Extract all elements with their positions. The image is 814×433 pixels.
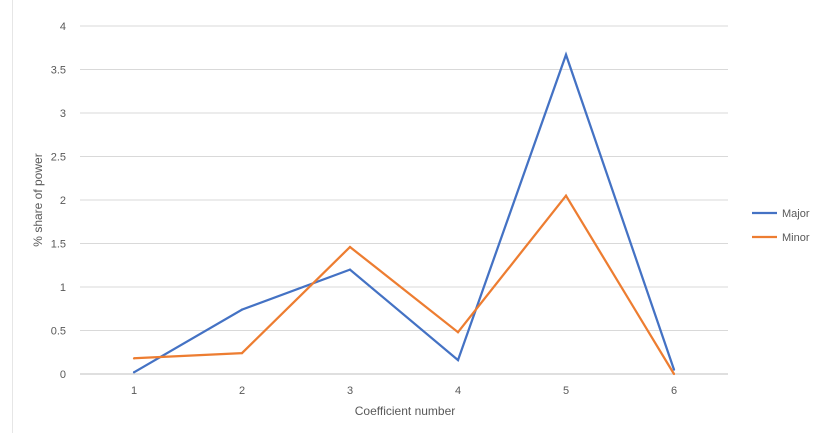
data-point-major (240, 308, 244, 311)
data-point-minor (456, 331, 460, 334)
x-axis-tick-labels: 1 2 3 4 5 6 (131, 385, 677, 397)
legend: Major Minor (752, 208, 810, 244)
x-tick-label: 6 (671, 385, 677, 397)
data-point-major (672, 368, 676, 371)
x-tick-label: 4 (455, 385, 461, 397)
y-tick-label: 1 (60, 282, 66, 294)
series-line-major (133, 51, 676, 374)
x-tick-label: 2 (239, 385, 245, 397)
x-tick-label: 5 (563, 385, 569, 397)
x-tick-label: 1 (131, 385, 137, 397)
data-point-major (456, 358, 460, 362)
y-axis-title: % share of power (31, 153, 45, 246)
y-tick-label: 0 (60, 369, 66, 381)
data-point-minor (672, 372, 676, 376)
data-point-minor (348, 245, 352, 249)
data-point-major (348, 268, 352, 271)
y-tick-label: 0.5 (51, 326, 66, 338)
chart-frame (12, 0, 814, 433)
data-point-major (132, 371, 136, 374)
legend-label-minor: Minor (782, 232, 810, 244)
data-point-minor (564, 194, 568, 197)
series-lines (132, 51, 676, 376)
legend-label-major: Major (782, 208, 810, 220)
data-point-minor (240, 352, 244, 355)
y-tick-label: 4 (60, 21, 66, 33)
data-point-minor (132, 357, 136, 360)
y-tick-label: 3.5 (51, 65, 66, 77)
gridlines (80, 25, 728, 375)
y-axis-tick-labels: 0 0.5 1 1.5 2 2.5 3 3.5 4 (51, 21, 66, 381)
y-tick-label: 1.5 (51, 239, 66, 251)
y-tick-label: 3 (60, 108, 66, 120)
x-axis-title: Coefficient number (355, 404, 456, 418)
data-point-major (564, 53, 568, 56)
series-line-minor (133, 193, 675, 375)
y-tick-label: 2 (60, 195, 66, 207)
y-tick-label: 2.5 (51, 152, 66, 164)
x-tick-label: 3 (347, 385, 353, 397)
